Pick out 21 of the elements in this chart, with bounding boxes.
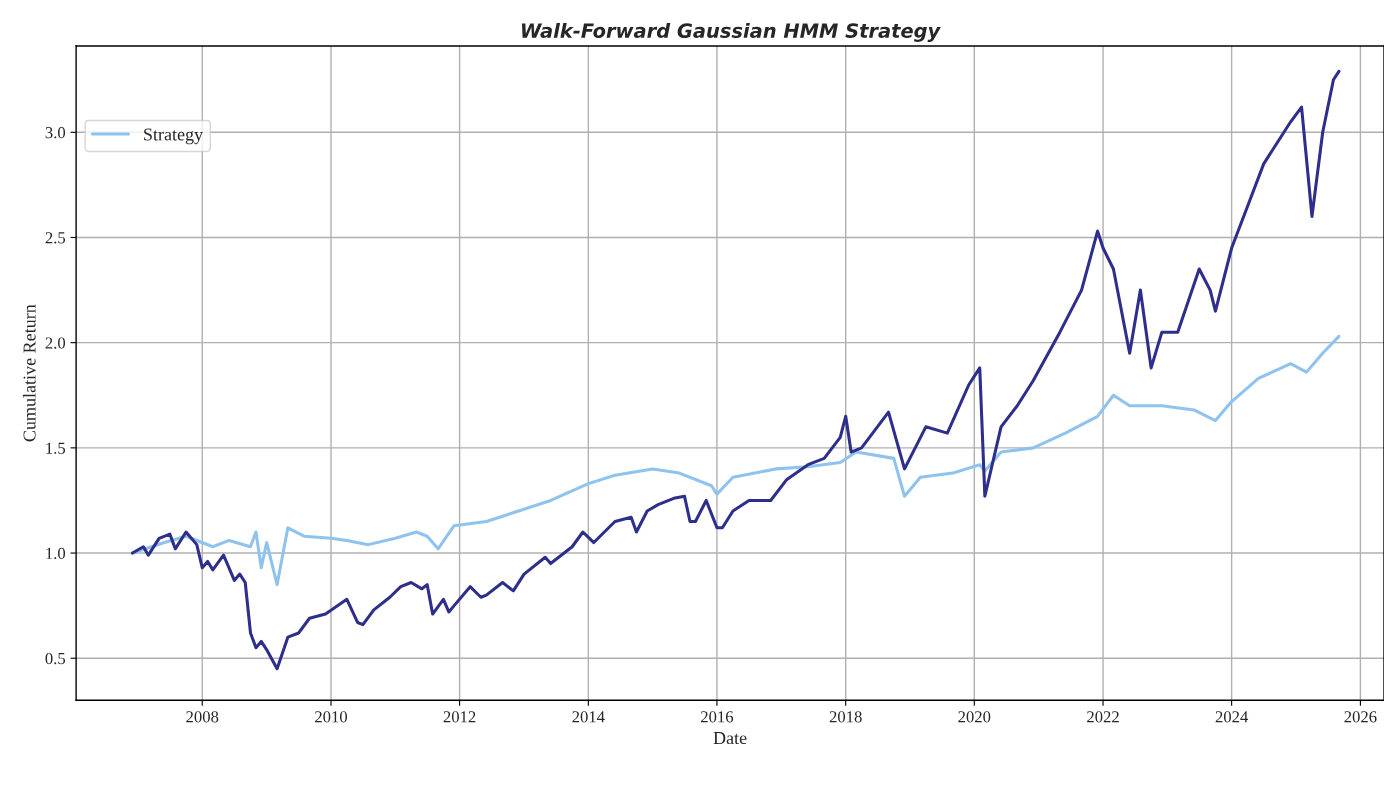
x-tick-label: 2024 bbox=[1215, 711, 1249, 723]
x-axis-title: Date bbox=[713, 732, 747, 745]
x-tick-label: 2012 bbox=[443, 711, 476, 723]
y-tick-label: 2.0 bbox=[45, 337, 66, 349]
x-tick-label: 2008 bbox=[186, 711, 219, 723]
y-tick-label: 1.0 bbox=[46, 547, 66, 560]
chart-title: Walk-Forward Gaussian HMM Strategy bbox=[521, 22, 941, 42]
x-tick-label: 2020 bbox=[958, 711, 991, 723]
x-tick-label: 2016 bbox=[701, 711, 734, 723]
y-tick-label: 0.5 bbox=[45, 652, 66, 665]
y-tick-label: 1.5 bbox=[46, 442, 66, 454]
y-tick-label: 3.0 bbox=[45, 127, 66, 139]
x-tick-label: 2026 bbox=[1344, 711, 1377, 723]
y-tick-label: 2.5 bbox=[45, 232, 66, 244]
x-tick-label: 2010 bbox=[315, 711, 348, 723]
x-tick-label: 2022 bbox=[1087, 711, 1119, 723]
x-tick-label: 2014 bbox=[572, 711, 605, 723]
legend-label: Strategy bbox=[144, 128, 204, 145]
line-series bbox=[130, 69, 1341, 671]
x-tick-label: 2018 bbox=[829, 711, 862, 723]
y-axis-title: Cumulative Return bbox=[22, 304, 36, 442]
